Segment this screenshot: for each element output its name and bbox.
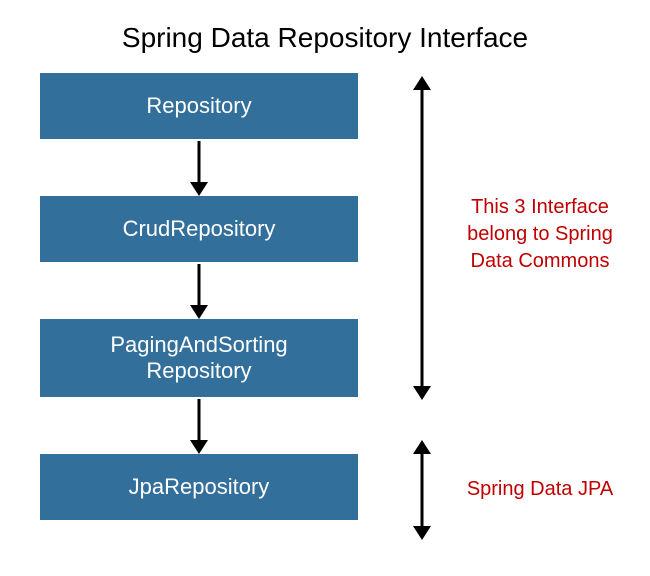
annotation-spring-data-commons-text: This 3 Interfacebelong to SpringData Com… [467,196,613,272]
bracket-shaft [421,452,424,528]
arrow-repository-to-crud [190,141,208,196]
annotation-spring-data-jpa-text: Spring Data JPA [467,478,613,500]
diagram-title: Spring Data Repository Interface [0,22,650,54]
arrow-head-icon [190,440,208,454]
node-jpa-repository: JpaRepository [40,454,358,520]
arrow-head-icon [190,305,208,319]
bracket-spring-data-commons [413,76,431,400]
arrow-head-down-icon [413,386,431,400]
arrow-paging-to-jpa [190,399,208,454]
node-paging-sorting-repository-label: PagingAndSortingRepository [110,332,287,385]
arrow-crud-to-paging [190,264,208,319]
node-paging-sorting-repository: PagingAndSortingRepository [40,319,358,397]
node-repository: Repository [40,73,358,139]
annotation-spring-data-jpa: Spring Data JPA [450,476,630,503]
node-crud-repository: CrudRepository [40,196,358,262]
arrow-shaft [198,264,201,307]
arrow-shaft [198,141,201,184]
arrow-shaft [198,399,201,442]
node-repository-label: Repository [146,93,251,119]
node-jpa-repository-label: JpaRepository [129,474,270,500]
node-crud-repository-label: CrudRepository [123,216,276,242]
bracket-shaft [421,88,424,388]
arrow-head-icon [190,182,208,196]
arrow-head-down-icon [413,526,431,540]
annotation-spring-data-commons: This 3 Interfacebelong to SpringData Com… [450,194,630,275]
bracket-spring-data-jpa [413,440,431,540]
